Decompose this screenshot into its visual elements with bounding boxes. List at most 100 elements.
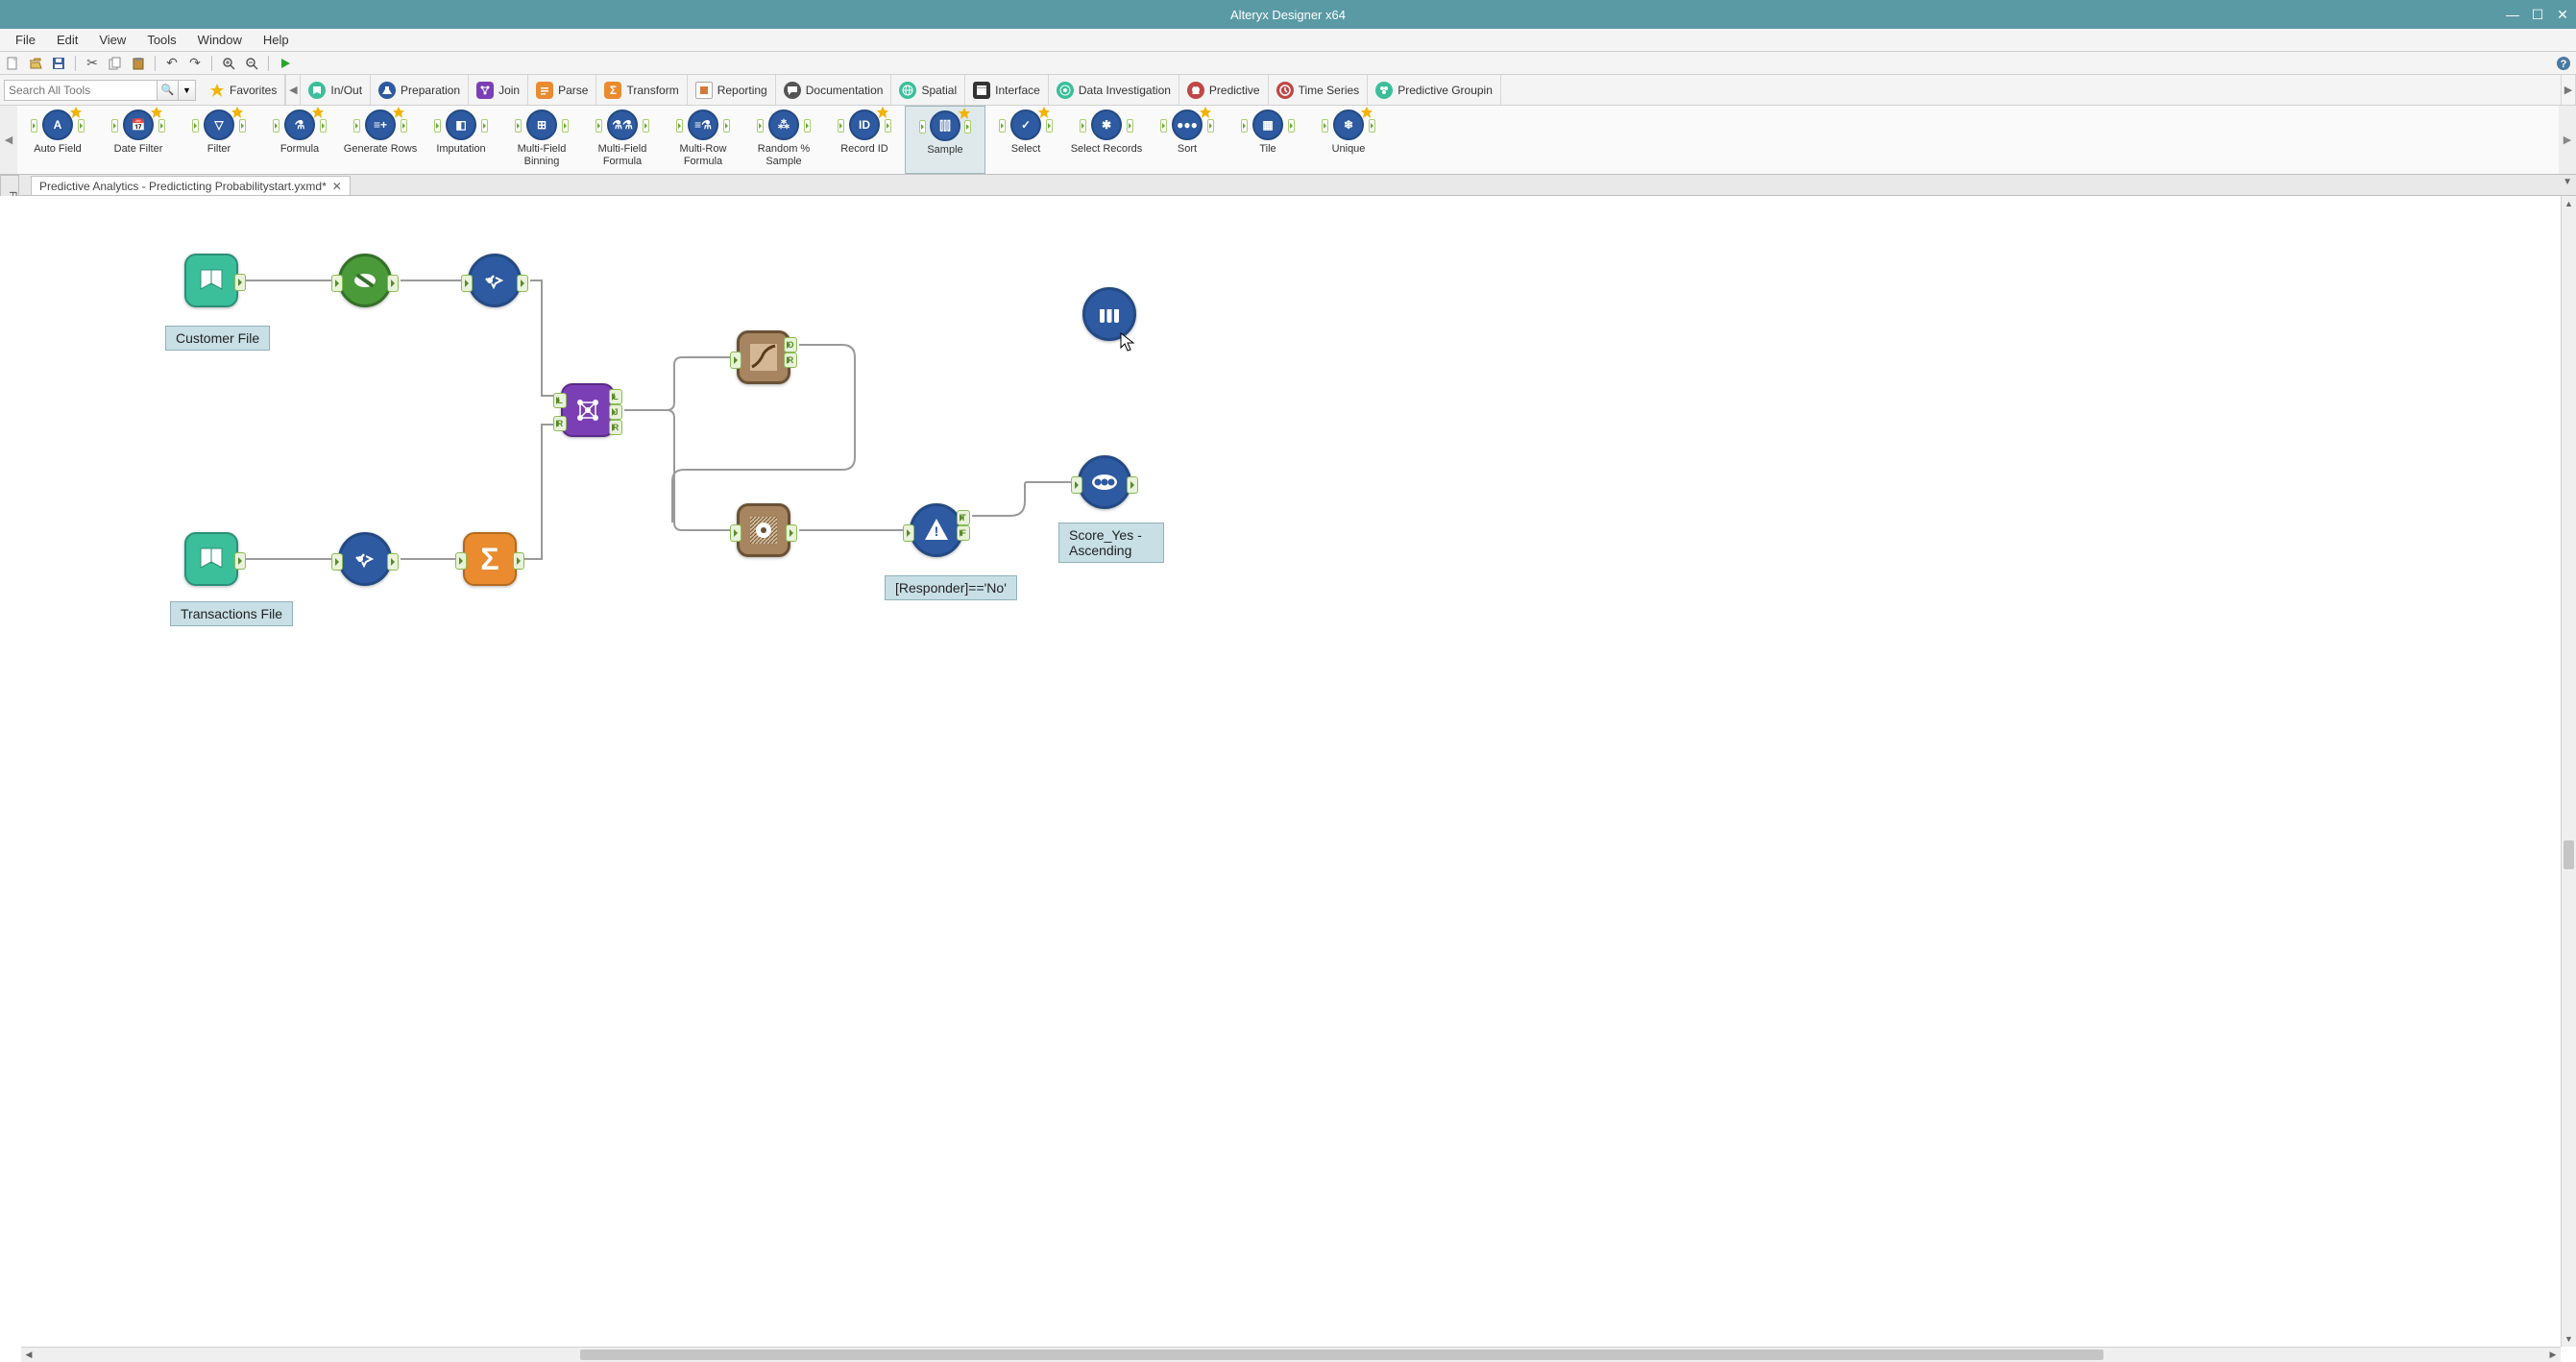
tab-preparation[interactable]: Preparation [371,75,469,105]
palette-tool-multi-field-binning[interactable]: ⊞Multi-Field Binning [501,106,582,174]
palette-tool-multi-row-formula[interactable]: ≡⚗Multi-Row Formula [663,106,743,174]
menu-help[interactable]: Help [254,31,299,49]
palette-scroll-left[interactable]: ◀ [0,106,17,174]
workflow-node-summ[interactable]: Σ [463,532,517,586]
workflow-node-select3[interactable] [338,532,392,586]
scroll-left-icon[interactable]: ◀ [21,1348,36,1362]
maximize-button[interactable]: ☐ [2526,6,2549,23]
workflow-node-trans_in[interactable] [184,532,238,586]
open-icon[interactable] [27,55,44,72]
search-input[interactable] [4,80,158,101]
tab-documentation[interactable]: Documentation [776,75,892,105]
search-button[interactable]: 🔍 [158,80,179,101]
vertical-scrollbar[interactable]: ▲ ▼ [2561,196,2576,1347]
output-anchor[interactable]: J [609,404,622,420]
scroll-thumb[interactable] [2564,840,2574,869]
tab-transform[interactable]: ΣTransform [596,75,687,105]
palette-tool-unique[interactable]: ❄Unique [1308,106,1389,174]
palette-tool-formula[interactable]: ⚗Formula [259,106,340,174]
redo-icon[interactable]: ↷ [186,55,204,72]
input-anchor[interactable] [331,275,343,292]
palette-tool-multi-field-formula[interactable]: ⚗⚗Multi-Field Formula [582,106,663,174]
output-anchor[interactable] [786,524,797,542]
palette-tool-imputation[interactable]: ◧Imputation [421,106,501,174]
horizontal-scrollbar[interactable]: ◀ ▶ [21,1347,2561,1362]
node-annotation[interactable]: Score_Yes - Ascending [1058,523,1164,563]
copy-icon[interactable] [107,55,124,72]
input-anchor[interactable] [455,552,467,570]
input-anchor[interactable] [730,524,741,542]
workflow-node-model[interactable] [737,503,790,557]
input-anchor[interactable] [730,352,741,369]
workflow-node-select2[interactable] [468,254,522,307]
output-anchor[interactable]: O [784,337,797,353]
document-tab-close-icon[interactable]: ✕ [332,180,342,193]
node-annotation[interactable]: Customer File [165,326,270,351]
workflow-canvas[interactable]: ΣLRLJROR!TFCustomer FileTransactions Fil… [21,196,2561,1347]
undo-icon[interactable]: ↶ [163,55,181,72]
menu-tools[interactable]: Tools [137,31,185,49]
workflow-node-sort[interactable] [1078,455,1131,509]
tab-reporting[interactable]: Reporting [688,75,776,105]
tab-time-series[interactable]: Time Series [1269,75,1369,105]
output-anchor[interactable] [1127,476,1138,494]
output-anchor[interactable]: F [957,525,970,541]
paste-icon[interactable] [130,55,147,72]
scroll-down-icon[interactable]: ▼ [2562,1331,2576,1347]
input-anchor[interactable] [331,553,343,571]
help-icon[interactable]: ? [2555,55,2572,72]
palette-tool-sample[interactable]: ⫿⫿⫿Sample [905,106,985,174]
menu-window[interactable]: Window [188,31,252,49]
workflow-node-sample[interactable] [1082,287,1136,341]
tab-predictive-grouping[interactable]: Predictive Groupin [1368,75,1501,105]
close-button[interactable]: ✕ [2551,6,2574,23]
input-anchor[interactable] [461,275,473,292]
output-anchor[interactable]: R [784,353,797,368]
workflow-node-score[interactable]: OR [737,330,790,384]
node-annotation[interactable]: Transactions File [170,601,293,626]
palette-tool-generate-rows[interactable]: ≡+Generate Rows [340,106,421,174]
menu-file[interactable]: File [6,31,45,49]
tab-spatial[interactable]: Spatial [891,75,965,105]
palette-tool-select-records[interactable]: ✱Select Records [1066,106,1147,174]
tab-inout[interactable]: In/Out [301,75,371,105]
workflow-node-select1[interactable] [338,254,392,307]
tab-nav-left[interactable]: ◀ [285,75,301,105]
palette-tool-date-filter[interactable]: 📅Date Filter [98,106,179,174]
document-tab[interactable]: Predictive Analytics - Predicticting Pro… [31,176,351,195]
output-anchor[interactable] [234,552,246,570]
input-anchor[interactable] [903,524,914,542]
search-dropdown[interactable]: ▼ [179,80,196,101]
palette-tool-record-id[interactable]: IDRecord ID [824,106,905,174]
palette-tool-select[interactable]: ✓Select [985,106,1066,174]
tab-nav-right[interactable]: ▶ [2561,75,2576,105]
cut-icon[interactable]: ✂ [84,55,101,72]
scroll-thumb[interactable] [580,1350,2103,1360]
document-tab-menu[interactable]: ▼ [2563,177,2572,187]
palette-tool-auto-field[interactable]: AAuto Field [17,106,98,174]
tab-predictive[interactable]: Predictive [1179,75,1269,105]
tab-interface[interactable]: Interface [965,75,1049,105]
palette-tool-random-sample[interactable]: ⁂Random % Sample [743,106,824,174]
tab-join[interactable]: Join [469,75,528,105]
tab-data-investigation[interactable]: Data Investigation [1049,75,1179,105]
menu-view[interactable]: View [89,31,135,49]
output-anchor[interactable] [387,275,399,292]
scroll-right-icon[interactable]: ▶ [2545,1348,2561,1362]
run-icon[interactable] [277,55,294,72]
zoom-in-icon[interactable] [220,55,237,72]
input-anchor[interactable]: R [553,416,567,431]
zoom-out-icon[interactable] [243,55,260,72]
palette-tool-sort[interactable]: ●●●Sort [1147,106,1227,174]
output-anchor[interactable]: T [957,510,970,525]
output-anchor[interactable]: R [609,420,622,435]
minimize-button[interactable]: ― [2501,6,2524,23]
tab-favorites[interactable]: Favorites [202,75,285,105]
output-anchor[interactable] [517,275,528,292]
menu-edit[interactable]: Edit [47,31,87,49]
palette-tool-tile[interactable]: ▦Tile [1227,106,1308,174]
output-anchor[interactable] [387,553,399,571]
output-anchor[interactable]: L [609,389,622,404]
workflow-node-join[interactable]: LRLJR [561,383,615,437]
palette-scroll-right[interactable]: ▶ [2559,106,2576,174]
